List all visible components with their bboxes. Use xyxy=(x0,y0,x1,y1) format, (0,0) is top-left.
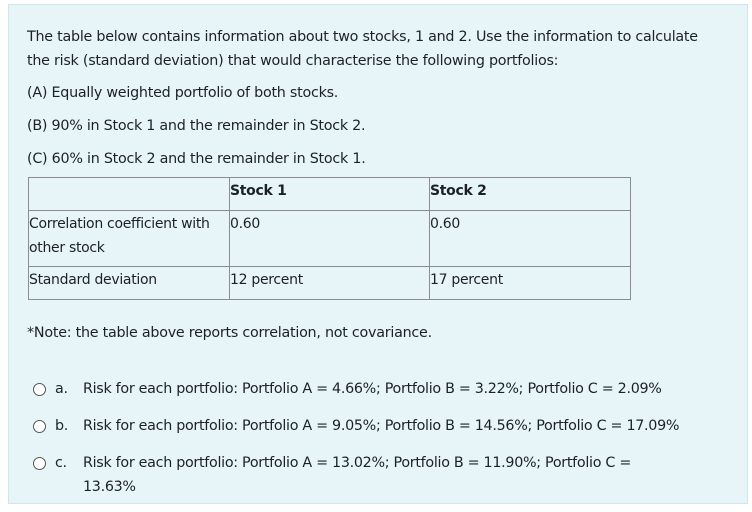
table-row: Standard deviation 12 percent 17 percent xyxy=(28,266,631,300)
portfolio-item-b: (B) 90% in Stock 1 and the remainder in … xyxy=(27,118,366,134)
option-letter: a. xyxy=(55,381,68,397)
header-cell: Stock 2 xyxy=(429,177,631,211)
radio-button[interactable] xyxy=(33,457,46,470)
option-text[interactable]: Risk for each portfolio: Portfolio A = 4… xyxy=(83,381,662,397)
note-text: *Note: the table above reports correlati… xyxy=(27,325,432,341)
portfolio-item-a: (A) Equally weighted portfolio of both s… xyxy=(27,85,339,101)
header-cell: Stock 1 xyxy=(229,177,430,211)
table-cell: 0.60 xyxy=(229,210,430,267)
question-intro: The table below contains information abo… xyxy=(27,29,698,69)
radio-button[interactable] xyxy=(33,383,46,396)
question-panel: The table below contains information abo… xyxy=(8,4,748,504)
option-c[interactable]: c. Risk for each portfolio: Portfolio A … xyxy=(33,451,723,499)
option-a[interactable]: a. Risk for each portfolio: Portfolio A … xyxy=(33,377,723,401)
header-cell xyxy=(28,177,230,211)
table-cell: 12 percent xyxy=(229,266,430,300)
option-text[interactable]: Risk for each portfolio: Portfolio A = 9… xyxy=(83,418,680,434)
table-cell: 0.60 xyxy=(429,210,631,267)
option-letter: c. xyxy=(55,455,67,471)
table-cell: 17 percent xyxy=(429,266,631,300)
question-text: The table below contains information abo… xyxy=(27,25,707,180)
table-row: Correlation coefficient with other stock… xyxy=(28,210,631,267)
table-cell: Standard deviation xyxy=(28,266,230,300)
portfolio-item-c: (C) 60% in Stock 2 and the remainder in … xyxy=(27,151,366,167)
option-letter: b. xyxy=(55,418,69,434)
table-header-row: Stock 1 Stock 2 xyxy=(28,177,631,211)
table-cell: Correlation coefficient with other stock xyxy=(28,210,230,267)
stock-table: Stock 1 Stock 2 Correlation coefficient … xyxy=(28,177,631,300)
option-b[interactable]: b. Risk for each portfolio: Portfolio A … xyxy=(33,414,723,438)
option-text[interactable]: Risk for each portfolio: Portfolio A = 1… xyxy=(83,455,632,495)
radio-button[interactable] xyxy=(33,420,46,433)
answer-options: a. Risk for each portfolio: Portfolio A … xyxy=(33,377,723,512)
